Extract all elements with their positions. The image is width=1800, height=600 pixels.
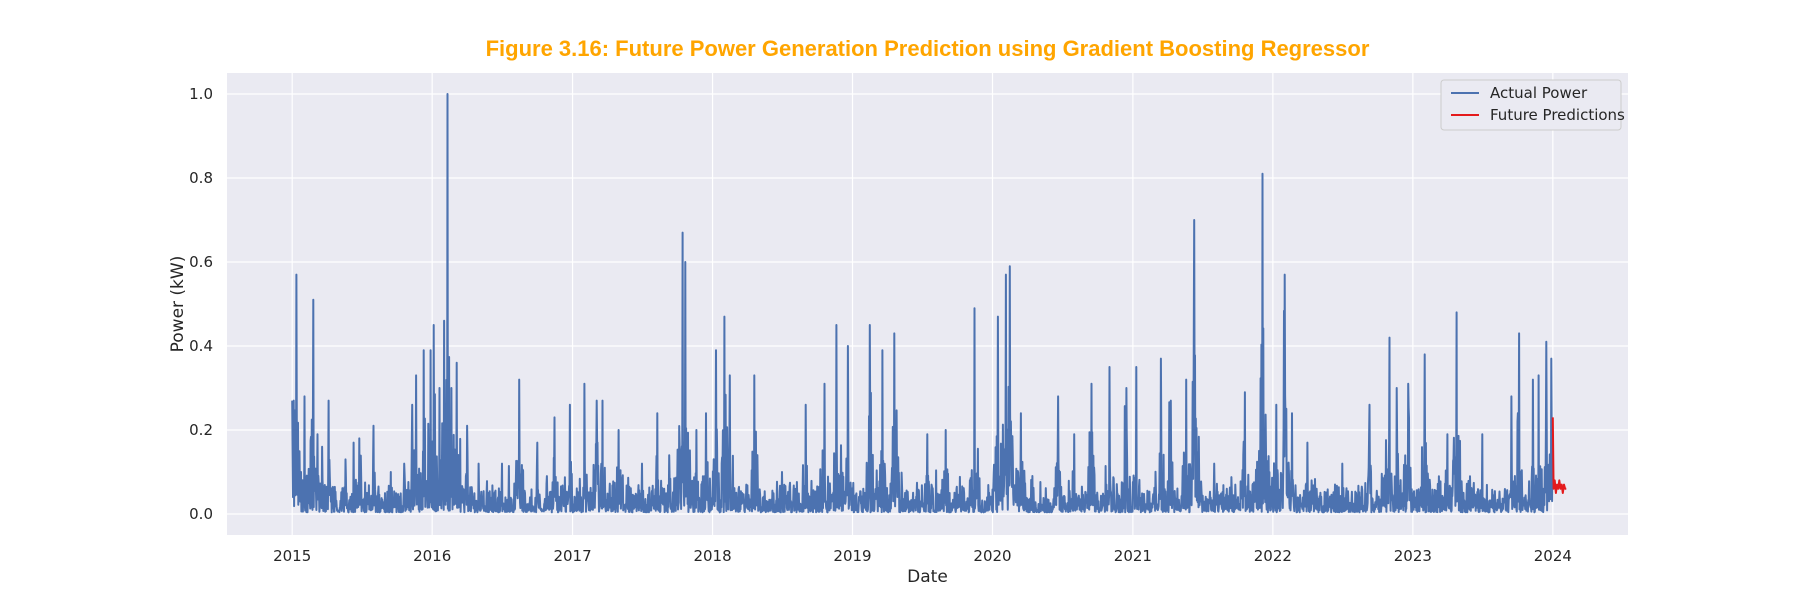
legend-box (1440, 79, 1622, 131)
x-tick-label: 2021 (1114, 547, 1152, 565)
y-tick-label: 0.0 (189, 505, 213, 523)
y-axis-label: Power (kW) (168, 256, 188, 353)
x-tick-label: 2016 (413, 547, 451, 565)
legend-label-actual-power: Actual Power (1490, 84, 1588, 102)
x-tick-label: 2017 (553, 547, 591, 565)
x-tick-label: 2023 (1394, 547, 1432, 565)
legend: Actual Power Future Predictions (1440, 79, 1625, 131)
y-tick-label: 0.4 (189, 337, 213, 355)
grid (227, 73, 1628, 535)
y-tick-label: 0.8 (189, 169, 213, 187)
legend-label-future-predictions: Future Predictions (1490, 106, 1625, 124)
x-tick-label: 2015 (273, 547, 311, 565)
x-tick-label: 2020 (973, 547, 1011, 565)
y-tick-label: 0.6 (189, 253, 213, 271)
y-tick-label: 1.0 (189, 85, 213, 103)
x-tick-label: 2024 (1534, 547, 1572, 565)
x-axis-ticks: 2015 2016 2017 2018 2019 2020 2021 2022 2023 2024 (273, 547, 1572, 565)
series-layer (291, 93, 1567, 514)
x-axis-label: Date (907, 567, 948, 587)
y-axis-ticks: 0.0 0.2 0.4 0.6 0.8 1.0 (189, 85, 213, 523)
x-tick-label: 2019 (833, 547, 871, 565)
series-line-actual-power (291, 93, 1554, 514)
x-tick-label: 2018 (693, 547, 731, 565)
chart-title: Figure 3.16: Future Power Generation Pre… (486, 36, 1370, 61)
x-tick-label: 2022 (1254, 547, 1292, 565)
y-tick-label: 0.2 (189, 421, 213, 439)
series-line-future-predictions (1551, 417, 1567, 494)
